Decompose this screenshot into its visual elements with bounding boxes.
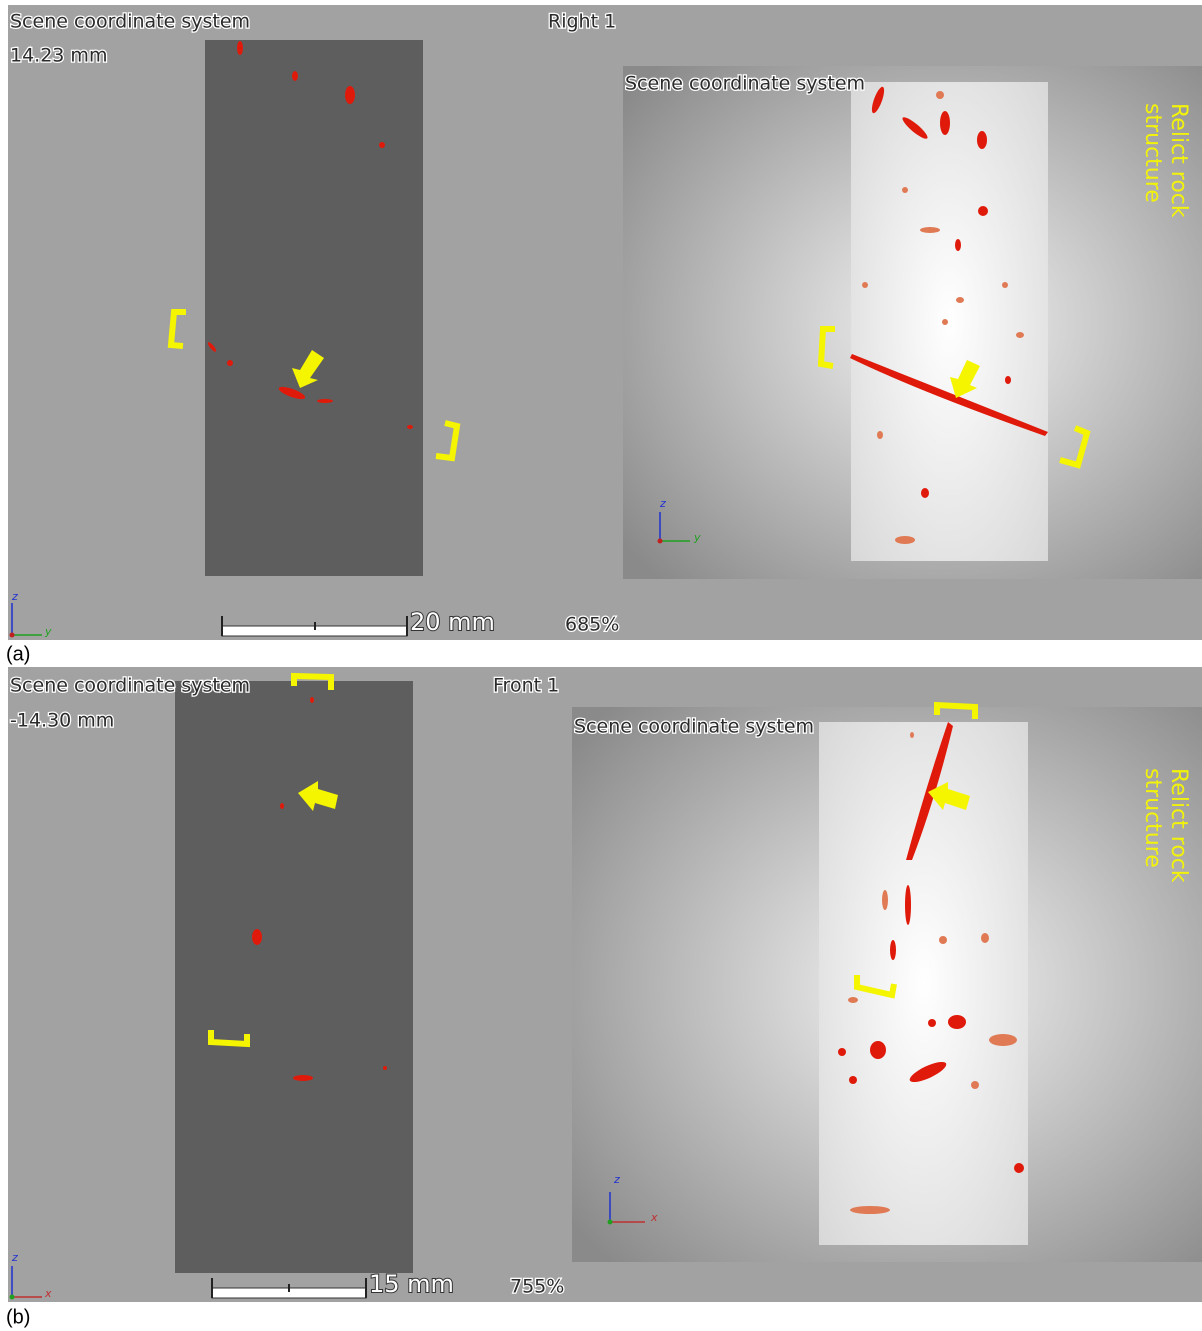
scale-label: 15 mm — [369, 1270, 454, 1298]
panel-label: (b) — [6, 1306, 30, 1328]
pore — [838, 1048, 846, 1056]
pore — [1014, 1163, 1024, 1173]
axis-label: x — [44, 1287, 52, 1300]
pore — [870, 1041, 886, 1059]
pore — [910, 732, 914, 738]
pore — [1005, 376, 1011, 384]
axis-label: y — [44, 625, 52, 638]
panel-a: Scene coordinate system 14.23 mm Right 1… — [6, 5, 1202, 665]
zoom: 685% — [565, 614, 619, 636]
pore — [955, 239, 961, 251]
pore — [1002, 282, 1008, 288]
pore — [317, 399, 333, 403]
annotation: Relict rock — [1166, 768, 1191, 883]
pore — [237, 41, 243, 55]
pore — [989, 1034, 1017, 1046]
ct-slice — [175, 681, 413, 1273]
pore — [956, 297, 964, 303]
axis-label: z — [11, 1251, 18, 1264]
zoom: 755% — [510, 1276, 564, 1298]
pore — [942, 319, 948, 325]
shape — [10, 633, 15, 638]
slice-position: -14.30 mm — [10, 710, 114, 732]
pore — [971, 1081, 979, 1089]
pore — [948, 1015, 966, 1029]
axis-label: y — [693, 531, 701, 544]
figure: Scene coordinate system 14.23 mm Right 1… — [0, 0, 1202, 1331]
pore — [379, 142, 385, 148]
pore — [895, 536, 915, 544]
axis-label: z — [11, 590, 18, 603]
ct-slice — [205, 40, 423, 576]
pore — [940, 111, 950, 135]
pore — [1016, 332, 1024, 338]
pore — [981, 933, 989, 943]
slice-position: 14.23 mm — [10, 45, 107, 67]
viewport-title: Scene coordinate system — [10, 675, 250, 697]
pore — [978, 206, 988, 216]
pore — [862, 282, 868, 288]
pore — [890, 940, 896, 960]
cylinder — [851, 82, 1048, 561]
pore — [292, 71, 298, 81]
shape — [10, 1295, 15, 1300]
panel-label: (a) — [6, 643, 30, 665]
axis-label: z — [659, 497, 666, 510]
axis-label: z — [613, 1173, 620, 1186]
pore — [939, 936, 947, 944]
pore — [345, 86, 355, 104]
pore — [920, 227, 940, 233]
pore — [293, 1075, 313, 1081]
shape — [658, 539, 663, 544]
axis-label: x — [650, 1211, 658, 1224]
pore — [921, 488, 929, 498]
pore — [936, 91, 944, 99]
render-title: Scene coordinate system — [625, 73, 865, 95]
pore — [882, 890, 888, 910]
render-title: Scene coordinate system — [574, 716, 814, 738]
pore — [310, 697, 314, 703]
annotation: structure — [1140, 768, 1165, 868]
pore — [848, 997, 858, 1003]
pore — [280, 803, 284, 809]
pore — [849, 1076, 857, 1084]
viewport-title: Scene coordinate system — [10, 11, 250, 33]
annotation: structure — [1140, 103, 1165, 203]
pore — [227, 360, 233, 366]
panel-b: Scene coordinate system -14.30 mm Front … — [6, 667, 1202, 1328]
view-name: Right 1 — [548, 11, 616, 33]
pore — [905, 885, 911, 925]
pore — [850, 1206, 890, 1214]
pore — [877, 431, 883, 439]
scale-label: 20 mm — [410, 608, 495, 636]
annotation: Relict rock — [1166, 103, 1191, 218]
pore — [928, 1019, 936, 1027]
pore — [407, 425, 413, 429]
pore — [977, 131, 987, 149]
pore — [383, 1066, 387, 1070]
shape — [608, 1220, 613, 1225]
view-name: Front 1 — [493, 675, 559, 697]
pore — [902, 187, 908, 193]
pore — [252, 929, 262, 945]
